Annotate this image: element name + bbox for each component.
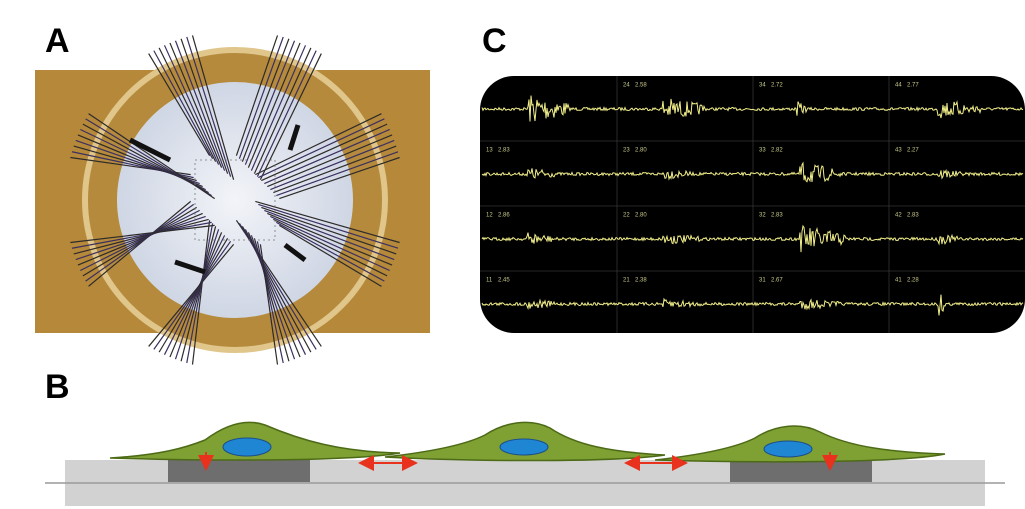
channel-value: 2.67 [771,278,783,284]
channel-value: 2.83 [498,148,510,154]
channel-value: 2.28 [907,278,919,284]
channel-id: 31 [759,278,766,284]
channel-value: 2.80 [635,213,647,219]
channel-id: 24 [623,83,630,89]
channel-value: 2.80 [635,148,647,154]
channel-value: 2.83 [771,213,783,219]
channel-value: 2.72 [771,83,783,89]
panel-label: C [482,22,507,60]
channel-value: 2.45 [498,278,510,284]
channel-id: 32 [759,213,766,219]
channel-value: 2.86 [498,213,510,219]
figure-canvas: A C B 24 2.58 34 2.72 44 2.77 13 2.83 23 2.80 33 2.… [0,0,1025,509]
channel-value: 2.27 [907,148,919,154]
channel-id: 23 [623,148,630,154]
channel-value: 2.77 [907,83,919,89]
channel-value: 2.83 [907,213,919,219]
channel-id: 11 [486,278,493,284]
panel-label: A [45,22,70,60]
recording-panel: 24 2.58 34 2.72 44 2.77 13 2.83 23 2.80 33 2.82 43 2.… [480,76,1025,333]
cell-diagram [45,422,1005,506]
channel-value: 2.38 [635,278,647,284]
channel-value: 2.82 [771,148,783,154]
channel-value: 2.58 [635,83,647,89]
channel-id: 41 [895,278,902,284]
channel-id: 22 [623,213,630,219]
mea-photo [35,35,430,364]
channel-id: 34 [759,83,766,89]
channel-id: 43 [895,148,902,154]
panel-label: B [45,368,70,406]
channel-id: 42 [895,213,902,219]
channel-id: 21 [623,278,630,284]
channel-id: 12 [486,213,493,219]
channel-id: 33 [759,148,766,154]
figure: A C B 24 2.58 34 2.72 44 2.77 13 2.83 23 2.80 33 2.… [0,0,1025,509]
channel-id: 13 [486,148,493,154]
channel-id: 44 [895,83,902,89]
